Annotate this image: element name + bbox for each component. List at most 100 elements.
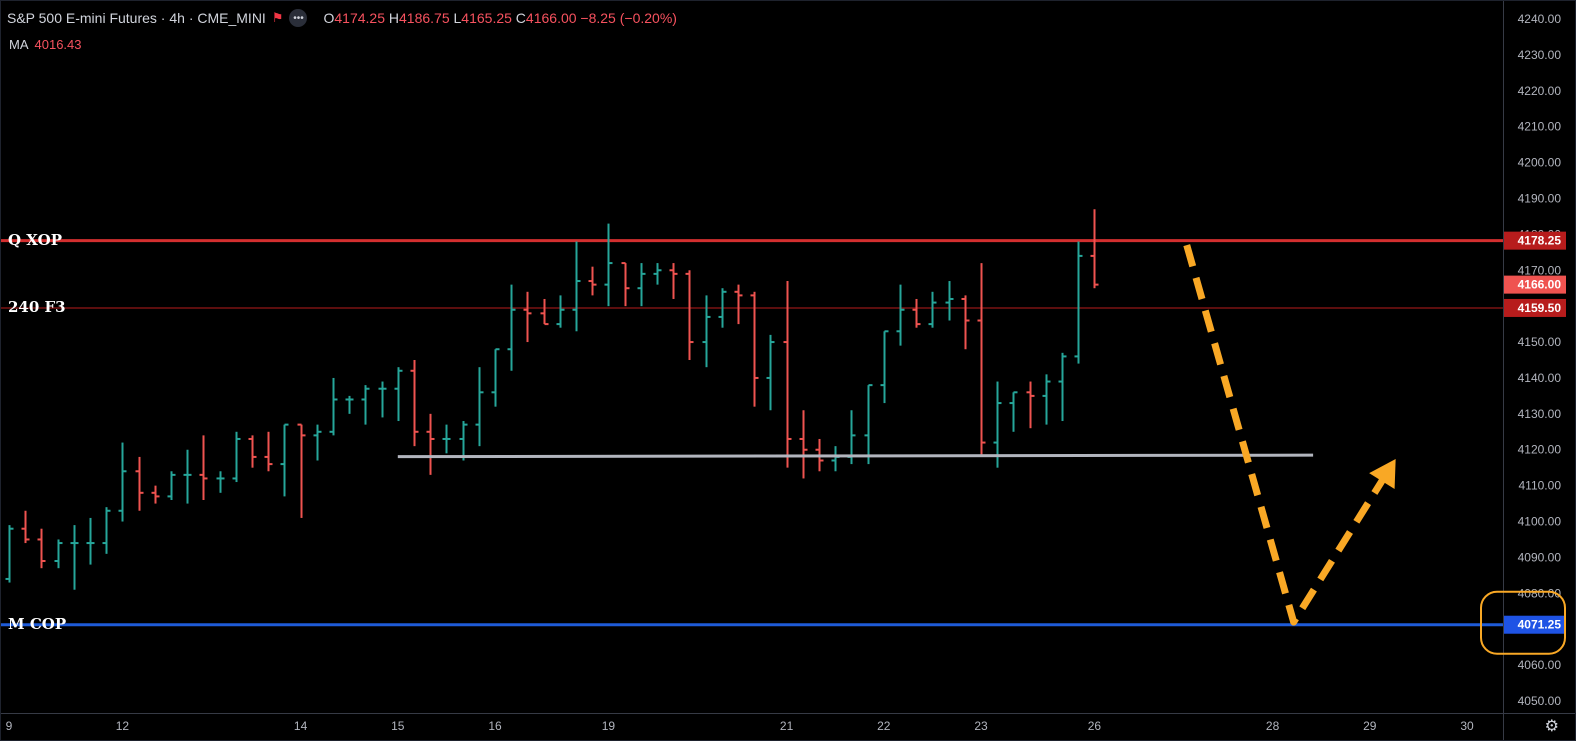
ohlc-bar[interactable] — [410, 360, 419, 447]
ohlc-bar[interactable] — [475, 367, 484, 447]
ohlc-bar[interactable] — [1058, 352, 1067, 422]
ohlc-bar[interactable] — [248, 435, 257, 468]
ohlc-bar[interactable] — [1026, 381, 1035, 429]
ohlc-bar[interactable] — [734, 284, 743, 325]
ohlc-bar[interactable] — [945, 281, 954, 321]
ohlc-bar[interactable] — [102, 507, 111, 554]
ohlc-bar[interactable] — [604, 223, 613, 307]
price-tick-label: 4130.00 — [1518, 407, 1562, 421]
ohlc-bar[interactable] — [637, 263, 646, 307]
ohlc-bar[interactable] — [183, 449, 192, 504]
high-value: 4186.75 — [399, 10, 450, 26]
support-trendline[interactable] — [397, 453, 1314, 459]
ohlc-bar[interactable] — [556, 295, 565, 328]
ohlc-bar[interactable] — [507, 284, 516, 371]
ohlc-bar[interactable] — [1074, 241, 1083, 364]
open-value: 4174.25 — [334, 10, 385, 26]
ohlc-bar[interactable] — [232, 431, 241, 483]
ohlc-bar[interactable] — [378, 381, 387, 418]
ohlc-bar[interactable] — [118, 442, 127, 522]
ohlc-bar[interactable] — [880, 330, 889, 404]
ohlc-bar[interactable] — [70, 525, 79, 590]
time-tick-label: 14 — [294, 719, 308, 733]
ohlc-bar[interactable] — [459, 421, 468, 461]
price-tick-label: 4100.00 — [1518, 515, 1562, 529]
price-tick-label: 4230.00 — [1518, 48, 1562, 62]
ohlc-bar[interactable] — [669, 263, 678, 299]
ohlc-bar[interactable] — [702, 295, 711, 368]
time-tick-label: 28 — [1266, 719, 1280, 733]
ohlc-bar[interactable] — [572, 241, 581, 332]
settings-gear-icon[interactable]: ⚙ — [1544, 718, 1559, 735]
ohlc-bar[interactable] — [135, 456, 144, 511]
level-price-tag — [1504, 231, 1566, 250]
flag-icon[interactable]: ⚑ — [271, 10, 284, 25]
low-label: L — [453, 10, 462, 26]
more-options-icon[interactable]: ••• — [289, 9, 308, 27]
ohlc-bar[interactable] — [54, 539, 63, 569]
ohlc-bar[interactable] — [151, 485, 160, 504]
ohlc-bar[interactable] — [345, 395, 354, 414]
close-value: 4166.00 — [525, 10, 577, 26]
ohlc-bar[interactable] — [588, 266, 597, 296]
level-price-label: 4071.25 — [1518, 618, 1562, 632]
ohlc-bar[interactable] — [216, 471, 225, 493]
ohlc-bar[interactable] — [313, 424, 322, 461]
ohlc-bar[interactable] — [491, 348, 500, 407]
ohlc-bar[interactable] — [1009, 391, 1018, 432]
projection-arrowhead — [1369, 459, 1396, 490]
ohlc-bar[interactable] — [264, 431, 273, 472]
ohlc-bar[interactable] — [750, 291, 759, 407]
ohlc-bar[interactable] — [621, 262, 630, 307]
time-tick-label: 22 — [877, 719, 891, 733]
ohlc-bar[interactable] — [653, 263, 662, 285]
ohlc-bar[interactable] — [329, 377, 338, 436]
ohlc-bar[interactable] — [361, 385, 370, 425]
ohlc-bar[interactable] — [5, 525, 14, 583]
ohlc-bar[interactable] — [394, 367, 403, 422]
ohlc-bar[interactable] — [783, 281, 792, 468]
ohlc-bar[interactable] — [280, 423, 289, 497]
ohlc-bar[interactable] — [896, 284, 905, 346]
ohlc-bar[interactable] — [86, 517, 95, 565]
projection-arrow-path[interactable] — [1183, 244, 1396, 626]
symbol-legend: S&P 500 E-mini Futures · 4h · CME_MINI ⚑… — [7, 9, 677, 27]
ma-legend[interactable]: MA 4016.43 — [9, 37, 82, 52]
ohlc-bar[interactable] — [766, 334, 775, 411]
ohlc-bar[interactable] — [718, 288, 727, 328]
ohlc-bar[interactable] — [523, 291, 532, 343]
ohlc-bar[interactable] — [864, 384, 873, 465]
ohlc-bar[interactable] — [928, 291, 937, 328]
ma-value: 4016.43 — [34, 37, 82, 52]
ohlc-bar[interactable] — [167, 471, 176, 500]
ohlc-bar[interactable] — [912, 298, 921, 328]
ohlc-bar[interactable] — [961, 295, 970, 350]
ohlc-bar[interactable] — [1042, 374, 1051, 425]
time-tick-label: 29 — [1363, 719, 1377, 733]
time-tick-label: 16 — [488, 719, 502, 733]
ohlc-bar[interactable] — [685, 270, 694, 360]
ohlc-bar[interactable] — [37, 528, 46, 569]
ohlc-bar[interactable] — [21, 510, 30, 544]
ohlc-bar[interactable] — [831, 446, 840, 472]
ohlc-bar[interactable] — [1090, 209, 1099, 289]
price-tick-label: 4110.00 — [1519, 479, 1562, 493]
time-tick-label: 23 — [974, 719, 988, 733]
ohlc-bar[interactable] — [799, 410, 808, 479]
ohlc-bar[interactable] — [540, 298, 549, 326]
time-tick-label: 19 — [602, 719, 616, 733]
price-tick-label: 4210.00 — [1518, 120, 1562, 134]
ohlc-bar[interactable] — [297, 423, 306, 518]
price-tick-label: 4140.00 — [1518, 371, 1562, 385]
ohlc-bar[interactable] — [199, 435, 208, 500]
ohlc-bar[interactable] — [993, 381, 1002, 468]
current-price-label: 4166.00 — [1518, 278, 1562, 292]
ohlc-bar[interactable] — [426, 413, 435, 475]
ohlc-bar[interactable] — [442, 424, 451, 454]
ohlc-bar[interactable] — [977, 263, 986, 457]
symbol-title[interactable]: S&P 500 E-mini Futures · 4h · CME_MINI — [7, 10, 266, 26]
price-tick-label: 4150.00 — [1518, 335, 1562, 349]
ma-label: MA — [9, 37, 29, 52]
